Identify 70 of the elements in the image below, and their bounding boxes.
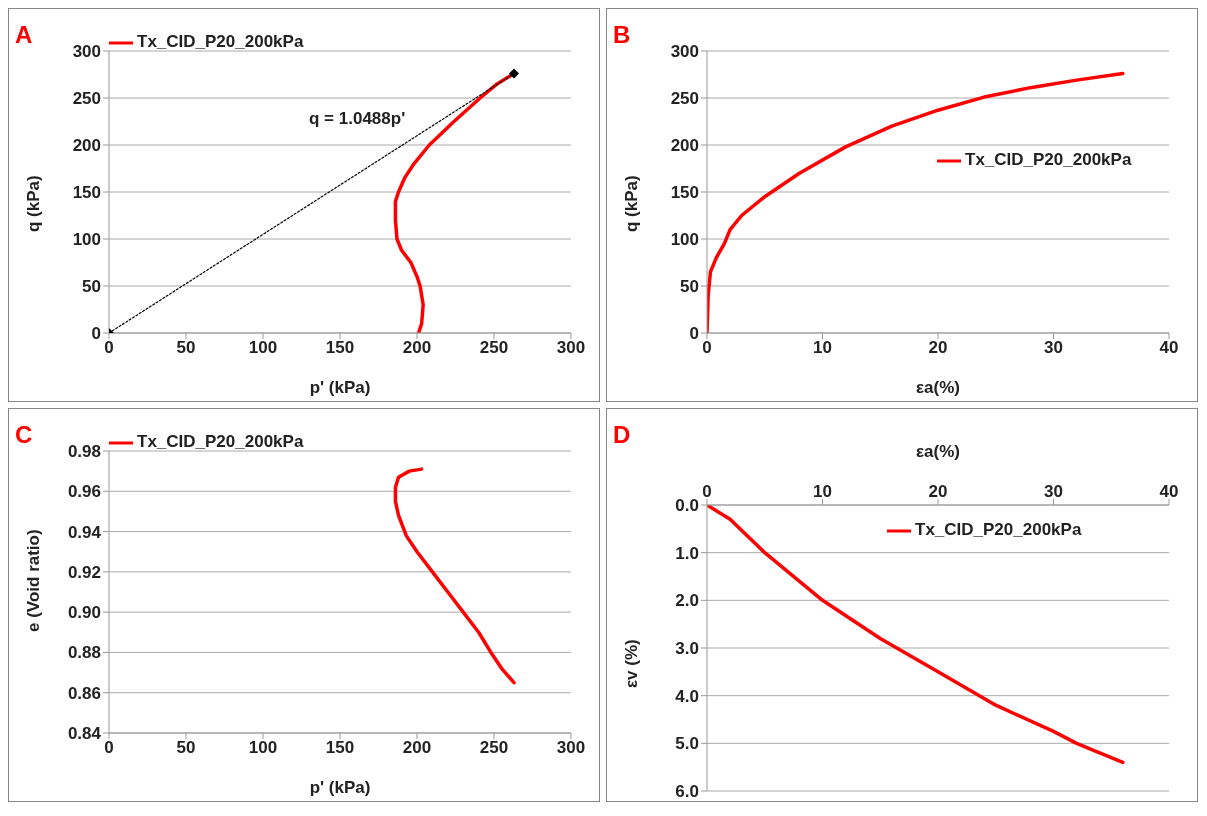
y-tick-label: 250 — [670, 89, 699, 109]
text: B — [613, 21, 631, 49]
x-tick-label: 200 — [402, 738, 432, 758]
y-axis-title: q (kPa) — [24, 175, 44, 232]
y-tick-label: 0.98 — [67, 442, 101, 462]
y-tick-label: 0.88 — [67, 643, 101, 663]
annotation: q = 1.0488p' — [309, 109, 406, 129]
y-axis-title: εv (%) — [622, 639, 642, 688]
text: A — [15, 21, 33, 49]
y-tick-label: 2.0 — [675, 591, 699, 611]
y-tick-label: 0.90 — [67, 603, 101, 623]
y-tick-label: 250 — [72, 89, 101, 109]
x-tick-label: 250 — [479, 738, 509, 758]
x-axis-title: εa(%) — [916, 442, 960, 462]
y-tick-label: 0.0 — [675, 496, 699, 516]
x-tick-label: 150 — [325, 338, 355, 358]
text: D — [613, 421, 631, 449]
legend-label: Tx_CID_P20_200kPa — [915, 520, 1082, 540]
x-tick-label: 100 — [248, 738, 278, 758]
y-tick-label: 150 — [670, 183, 699, 203]
line-series — [393, 467, 516, 685]
y-axis-title: e (Void ratio) — [24, 529, 44, 632]
legend-label: Tx_CID_P20_200kPa — [137, 32, 304, 52]
y-tick-label: 5.0 — [675, 734, 699, 754]
y-tick-label: 200 — [72, 136, 101, 156]
x-tick-label: 30 — [1044, 338, 1063, 358]
y-tick-label: 0.96 — [67, 482, 101, 502]
y-tick-label: 6.0 — [675, 782, 699, 802]
y-tick-label: 300 — [670, 42, 699, 62]
y-tick-label: 50 — [680, 277, 699, 297]
y-tick-label: 1.0 — [675, 543, 699, 563]
x-tick-label: 300 — [556, 738, 586, 758]
y-tick-label: 0 — [91, 324, 101, 344]
x-tick-label: 50 — [176, 338, 196, 358]
x-tick-label: 50 — [176, 738, 196, 758]
x-tick-label: 0 — [702, 338, 712, 358]
x-axis-title: p' (kPa) — [309, 778, 371, 797]
x-tick-label: 250 — [479, 338, 509, 358]
x-tick-label: 10 — [813, 482, 832, 501]
x-tick-label: 40 — [1159, 338, 1179, 358]
x-tick-label: 150 — [325, 738, 355, 758]
y-tick-label: 300 — [72, 42, 101, 62]
x-tick-label: 20 — [928, 482, 948, 501]
line-series — [707, 505, 1125, 765]
x-tick-label: 0 — [702, 482, 712, 501]
y-tick-label: 4.0 — [675, 686, 699, 706]
x-tick-label: 300 — [556, 338, 586, 358]
y-tick-label: 100 — [72, 230, 101, 250]
x-tick-label: 30 — [1044, 482, 1063, 501]
x-tick-label: 40 — [1159, 482, 1179, 501]
y-tick-label: 0.92 — [67, 562, 101, 582]
y-tick-label: 3.0 — [675, 639, 699, 659]
y-tick-label: 50 — [82, 277, 101, 297]
legend-label: Tx_CID_P20_200kPa — [137, 432, 304, 452]
y-axis-title: q (kPa) — [622, 175, 642, 232]
y-tick-label: 100 — [670, 230, 699, 250]
text: C — [15, 421, 33, 449]
y-tick-label: 200 — [670, 136, 699, 156]
y-tick-label: 0.84 — [67, 724, 102, 744]
x-axis-title: p' (kPa) — [309, 378, 371, 397]
x-tick-label: 200 — [402, 338, 432, 358]
x-axis-title: εa(%) — [916, 378, 960, 397]
x-tick-label: 100 — [248, 338, 278, 358]
y-tick-label: 0.86 — [67, 683, 101, 703]
legend-label: Tx_CID_P20_200kPa — [965, 150, 1132, 170]
x-tick-label: 10 — [813, 338, 832, 358]
y-tick-label: 150 — [72, 183, 101, 203]
x-tick-label: 20 — [928, 338, 948, 358]
y-tick-label: 0 — [689, 324, 699, 344]
y-tick-label: 0.94 — [67, 522, 102, 542]
